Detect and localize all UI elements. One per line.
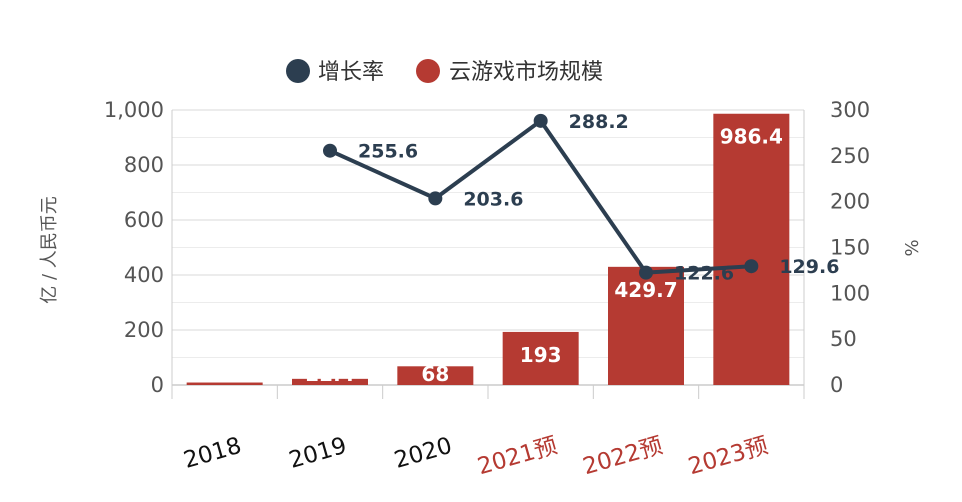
- x-tick-label: 2022预: [580, 433, 666, 480]
- x-tick-label: 2023预: [685, 433, 771, 480]
- legend-swatch-line: [286, 59, 310, 83]
- line-value-label: 288.2: [569, 111, 629, 133]
- y2-tick-label: 150: [830, 236, 870, 260]
- y2-axis-title: %: [902, 239, 923, 256]
- x-tick-label: 2018: [181, 433, 244, 474]
- bar-value-label: 193: [520, 343, 562, 367]
- y2-tick-label: 300: [830, 98, 870, 122]
- line-value-label: 122.6: [674, 263, 734, 285]
- bar-value-label: 986.4: [720, 125, 783, 149]
- x-tick-label: 2019: [286, 433, 349, 474]
- y-tick-label: 400: [124, 263, 164, 287]
- y2-tick-label: 200: [830, 190, 870, 214]
- y-tick-label: 1,000: [104, 98, 164, 122]
- line-point: [428, 191, 443, 206]
- y-tick-label: 200: [124, 318, 164, 342]
- y2-tick-label: 0: [830, 373, 843, 397]
- legend-label-bar: 云游戏市场规模: [449, 60, 603, 85]
- bar: [397, 366, 474, 385]
- y-tick-label: 800: [124, 153, 164, 177]
- line-point: [639, 265, 653, 280]
- y-tick-label: 600: [124, 208, 164, 232]
- y2-tick-label: 100: [830, 281, 870, 305]
- legend-label-line: 增长率: [318, 60, 384, 85]
- legend-swatch-bar: [416, 59, 440, 83]
- line-value-label: 255.6: [358, 141, 418, 163]
- x-tick-label: 2020: [392, 433, 455, 474]
- y-axis-title: 亿 / 人民币元: [39, 196, 60, 304]
- y-tick-label: 0: [151, 373, 164, 397]
- bar: [186, 382, 263, 385]
- line-point: [323, 143, 337, 158]
- line-point: [744, 259, 759, 274]
- x-tick-label: 2021预: [475, 433, 561, 480]
- line-value-label: 129.6: [779, 256, 839, 278]
- bar-value-label: 68: [421, 362, 449, 386]
- line-value-label: 203.6: [463, 188, 523, 210]
- legend: 增长率 云游戏市场规模: [286, 59, 603, 85]
- bar: [292, 378, 368, 385]
- y2-tick-label: 50: [830, 327, 857, 351]
- bar: [502, 331, 579, 385]
- bar: [608, 266, 684, 385]
- bar-value-label: 22.4: [305, 362, 354, 386]
- bar: [713, 113, 790, 386]
- bar-value-label: 429.7: [614, 278, 677, 302]
- line-point: [533, 113, 548, 128]
- y2-tick-label: 250: [830, 144, 870, 168]
